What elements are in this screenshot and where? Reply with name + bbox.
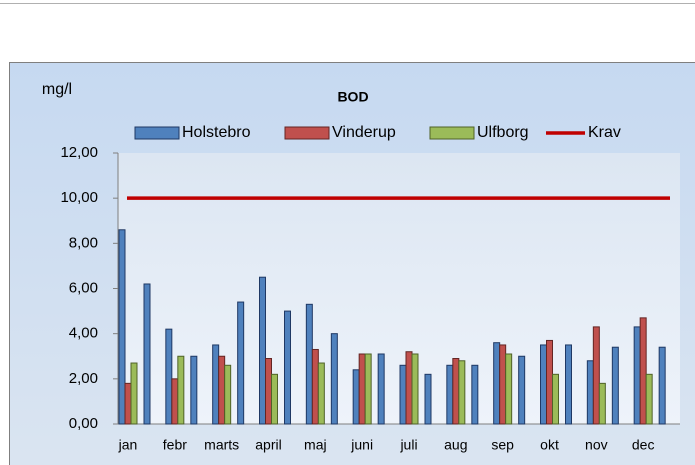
legend-label: Krav	[588, 124, 621, 141]
y-tick-label: 10,00	[60, 189, 98, 206]
legend-swatch	[429, 126, 475, 140]
bar	[658, 346, 666, 425]
x-tick-label: okt	[540, 437, 559, 453]
bar	[364, 353, 372, 425]
bar	[552, 373, 559, 425]
bar	[592, 326, 600, 425]
chart-title: BOD	[337, 89, 368, 105]
bar	[493, 342, 501, 425]
bar	[218, 355, 226, 425]
bar	[271, 373, 278, 425]
x-tick-label: dec	[632, 437, 655, 453]
bar	[190, 355, 198, 425]
y-tick-label: 12,00	[60, 144, 98, 161]
y-axis-label: mg/l	[42, 81, 72, 98]
x-tick-label: marts	[204, 437, 239, 453]
bar	[458, 360, 466, 425]
bar	[171, 378, 179, 425]
bar	[633, 326, 641, 425]
bar	[358, 353, 366, 425]
bar	[611, 346, 619, 425]
x-tick-label: aug	[444, 437, 467, 453]
x-tick-label: nov	[585, 437, 608, 453]
bar	[499, 344, 507, 425]
y-tick-label: 6,00	[69, 279, 98, 296]
bar	[446, 364, 454, 425]
x-tick-label: maj	[304, 437, 327, 453]
bar	[405, 351, 413, 425]
bar	[598, 382, 606, 425]
bar	[284, 310, 291, 425]
bar	[237, 301, 245, 425]
bar	[130, 362, 138, 425]
bar	[565, 344, 572, 425]
bar	[330, 333, 338, 425]
bar	[259, 276, 266, 425]
y-tick-label: 8,00	[69, 234, 98, 251]
y-tick-label: 4,00	[69, 325, 98, 342]
bar	[505, 353, 513, 425]
bar	[265, 358, 272, 425]
legend-label: Ulfborg	[477, 124, 529, 141]
bar	[305, 303, 313, 425]
x-tick-label: sep	[491, 437, 514, 453]
bar	[317, 362, 325, 425]
bar	[471, 364, 479, 425]
bar	[118, 229, 126, 425]
bar	[424, 373, 432, 425]
x-tick-label: april	[255, 437, 281, 453]
x-tick-label: jan	[118, 437, 138, 453]
legend-swatch	[134, 126, 180, 140]
legend-swatch	[284, 126, 330, 140]
bar	[452, 358, 460, 425]
bar	[518, 355, 526, 425]
bar	[143, 283, 151, 425]
bar	[224, 364, 232, 425]
bar	[311, 348, 319, 425]
y-tick-label: 0,00	[69, 415, 98, 432]
bar	[352, 369, 360, 425]
x-tick-label: juni	[350, 437, 373, 453]
bar	[212, 344, 220, 425]
bar	[411, 353, 419, 425]
x-tick-label: juli	[399, 437, 417, 453]
bar	[645, 373, 653, 425]
bar	[639, 317, 647, 425]
legend-label: Holstebro	[182, 124, 251, 141]
bar	[124, 382, 132, 425]
bar	[546, 339, 553, 425]
x-tick-label: febr	[163, 437, 187, 453]
y-tick-label: 2,00	[69, 370, 98, 387]
legend-label: Vinderup	[332, 124, 396, 141]
bar	[177, 355, 185, 425]
bar	[586, 360, 594, 425]
bar	[377, 353, 385, 425]
bar	[399, 364, 407, 425]
bar	[540, 344, 547, 425]
bar	[165, 328, 173, 425]
